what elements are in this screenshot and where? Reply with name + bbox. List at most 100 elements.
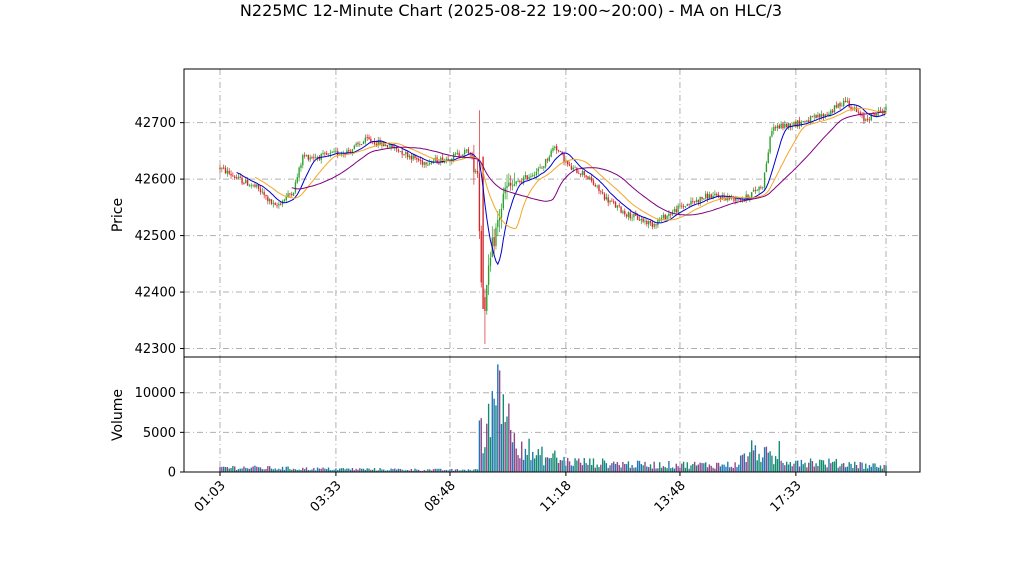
volume-bar	[769, 451, 771, 472]
volume-bar	[434, 468, 436, 472]
candle-body	[465, 149, 468, 151]
volume-bar	[285, 466, 287, 472]
volume-bar	[360, 468, 363, 472]
candle-body	[771, 131, 773, 137]
volume-bar	[811, 461, 814, 472]
candle-body	[568, 164, 571, 166]
candle-body	[804, 121, 806, 122]
candle-body	[703, 198, 705, 200]
candle-body	[370, 138, 372, 142]
volume-bar	[406, 470, 409, 472]
volume-bar	[859, 462, 861, 472]
volume-bar	[408, 470, 411, 472]
candle-body	[653, 223, 655, 227]
candle-body	[555, 146, 558, 151]
volume-bar	[497, 364, 499, 472]
candle-body	[384, 144, 387, 147]
candle-body	[460, 156, 462, 157]
candle-body	[311, 157, 313, 159]
x-tick-label: 11:18	[538, 478, 575, 515]
candle-body	[427, 164, 429, 166]
volume-bar	[561, 460, 563, 472]
candle-body	[776, 125, 779, 129]
candle-body	[835, 105, 838, 108]
volume-bar	[384, 470, 387, 472]
volume-bar	[228, 468, 230, 472]
candle-body	[287, 193, 289, 197]
candle-body	[855, 107, 858, 113]
candle-body	[865, 119, 867, 121]
candle-body	[660, 217, 663, 221]
candle-body	[291, 194, 293, 196]
volume-bar	[313, 467, 315, 472]
candle-body	[813, 115, 815, 117]
candle-body	[600, 191, 602, 193]
volume-bar	[250, 467, 252, 472]
volume-bar	[498, 370, 501, 472]
candle-body	[224, 167, 227, 174]
candle-body	[747, 194, 749, 199]
volume-bar	[583, 458, 585, 472]
volume-bar	[373, 468, 376, 472]
candle-body	[532, 175, 534, 177]
volume-bar	[712, 467, 714, 472]
candle-body	[261, 191, 264, 193]
candle-body	[289, 193, 291, 195]
candle-body	[230, 173, 232, 176]
volume-bar	[885, 465, 887, 472]
candle-body	[521, 181, 523, 183]
candle-body	[502, 193, 505, 209]
volume-bar	[848, 462, 850, 472]
ma-mid-line	[254, 107, 887, 230]
candle-body	[725, 197, 727, 201]
volume-bar	[548, 458, 551, 472]
candle-body	[811, 116, 814, 118]
volume-bar	[688, 468, 690, 472]
candle-body	[624, 211, 626, 215]
candle-body	[221, 167, 223, 169]
volume-bar	[429, 469, 431, 472]
volume-bar	[734, 462, 736, 472]
candle-body	[579, 173, 582, 175]
candle-body	[292, 192, 295, 196]
volume-bar	[445, 469, 447, 472]
candle-body	[848, 100, 850, 108]
volume-bar	[298, 469, 300, 472]
volume-bar	[318, 468, 321, 472]
volume-bar	[487, 403, 490, 472]
volume-bar	[283, 469, 286, 472]
volume-bar	[813, 466, 815, 472]
volume-tick-label: 5000	[143, 426, 176, 441]
candle-body	[535, 171, 538, 176]
volume-bar	[841, 463, 843, 472]
volume-bar	[532, 451, 534, 472]
candle-body	[567, 161, 569, 165]
candle-body	[622, 211, 624, 214]
candle-body	[245, 179, 247, 184]
volume-bar	[797, 460, 799, 472]
candle-body	[270, 199, 273, 204]
candle-body	[219, 167, 221, 170]
volume-bar	[785, 461, 788, 472]
volume-bar	[267, 466, 269, 472]
volume-axis-label: Volume	[110, 389, 126, 441]
volume-bar	[773, 464, 775, 472]
volume-bar	[636, 460, 639, 472]
candle-body	[294, 182, 297, 193]
candle-body	[280, 203, 282, 205]
price-tick-label: 42600	[135, 173, 176, 188]
candle-body	[272, 203, 275, 205]
volume-bar	[743, 453, 746, 472]
candle-body	[509, 182, 512, 186]
candle-body	[850, 106, 852, 109]
volume-bar	[833, 461, 836, 472]
candle-body	[309, 157, 311, 160]
volume-bar	[863, 468, 865, 472]
volume-bar	[574, 458, 576, 472]
candle-body	[688, 203, 690, 205]
volume-bar	[355, 468, 357, 472]
volume-bar	[471, 470, 473, 472]
volume-bar	[423, 469, 425, 472]
candle-body	[570, 166, 573, 170]
volume-bar	[451, 468, 453, 472]
